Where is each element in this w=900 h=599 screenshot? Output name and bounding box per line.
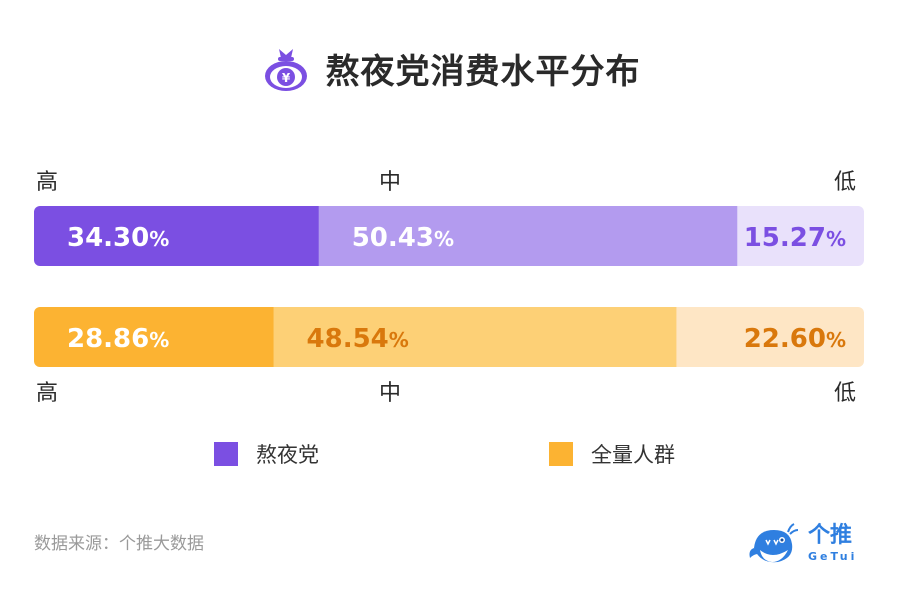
data-label: 48.54% xyxy=(307,324,409,354)
level-label-low: 低 xyxy=(834,381,857,406)
legend-label: 全量人群 xyxy=(591,443,675,467)
level-label-mid: 中 xyxy=(379,381,402,406)
money-bag-icon: ¥ xyxy=(264,49,307,91)
bar-segment-low xyxy=(737,206,864,266)
legend-item-all-population: 全量人群 xyxy=(549,440,675,468)
legend-swatch xyxy=(549,442,573,466)
legend-swatch xyxy=(214,442,238,466)
level-label-high: 高 xyxy=(36,170,59,195)
getui-logo: 个推 GeTui xyxy=(749,523,857,563)
bar-segment-high xyxy=(34,206,320,266)
level-label-mid: 中 xyxy=(379,170,402,195)
legend-item-night-owls: 熬夜党 xyxy=(214,440,319,468)
bar-night-owls xyxy=(34,206,864,266)
legend-label: 熬夜党 xyxy=(256,443,319,467)
bar-segment-high xyxy=(34,307,275,367)
bar-segment-mid xyxy=(318,206,738,266)
data-label: 28.86% xyxy=(67,324,169,354)
stacked-bar-chart: 34.30% 50.43% 15.27% 28.86% 48.54% 22.60% xyxy=(34,206,864,367)
bar-segment-mid xyxy=(273,307,677,367)
chart-title-row: ¥ 熬夜党消费水平分布 xyxy=(0,40,900,96)
bar-all-population xyxy=(34,307,864,367)
data-source-note: 数据来源：个推大数据 xyxy=(34,534,204,554)
data-label: 50.43% xyxy=(352,223,454,253)
chart-title: 熬夜党消费水平分布 xyxy=(325,51,641,92)
level-label-low: 低 xyxy=(834,170,857,195)
level-label-high: 高 xyxy=(36,381,59,406)
data-label: 22.60% xyxy=(744,324,846,354)
svg-text:GeTui: GeTui xyxy=(808,550,857,563)
svg-text:¥: ¥ xyxy=(281,71,290,85)
svg-text:个推: 个推 xyxy=(808,523,852,548)
data-label: 34.30% xyxy=(67,223,169,253)
bar-segment-low xyxy=(676,307,864,367)
data-label: 15.27% xyxy=(744,223,846,253)
